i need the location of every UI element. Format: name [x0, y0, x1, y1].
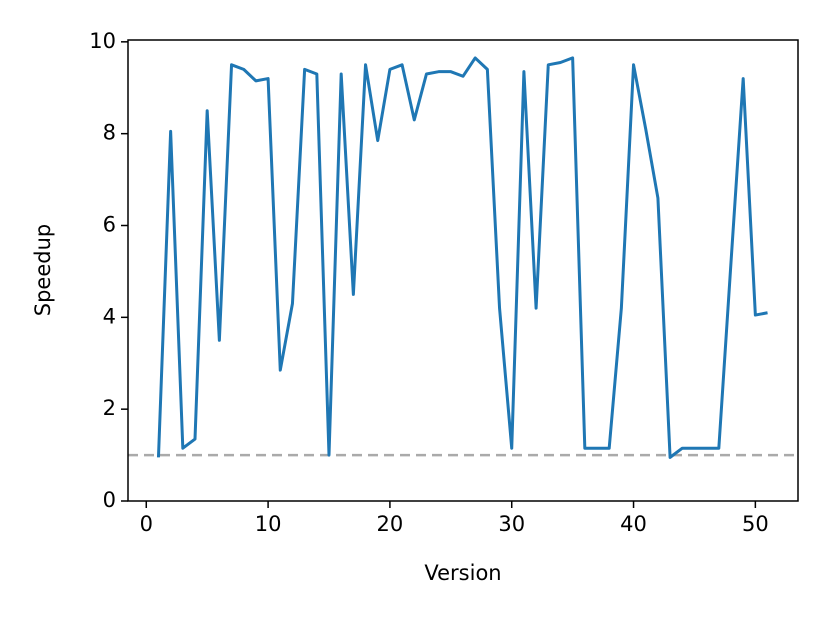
y-tick-label: 6 — [103, 213, 116, 237]
x-axis-label: Version — [424, 561, 501, 585]
y-axis-label: Speedup — [31, 224, 55, 316]
plot-frame — [127, 39, 799, 502]
x-tick-label: 40 — [620, 512, 647, 536]
y-tick-label: 0 — [103, 488, 116, 512]
y-tick-label: 8 — [103, 121, 116, 145]
x-tick-label: 10 — [255, 512, 282, 536]
y-tick-label: 2 — [103, 396, 116, 420]
y-tick-label: 10 — [89, 29, 116, 53]
y-tick-label: 4 — [103, 304, 116, 328]
x-tick-label: 0 — [140, 512, 153, 536]
line — [156, 56, 768, 459]
x-tick-label: 50 — [742, 512, 769, 536]
x-tick-label: 30 — [498, 512, 525, 536]
x-tick-label: 20 — [377, 512, 404, 536]
